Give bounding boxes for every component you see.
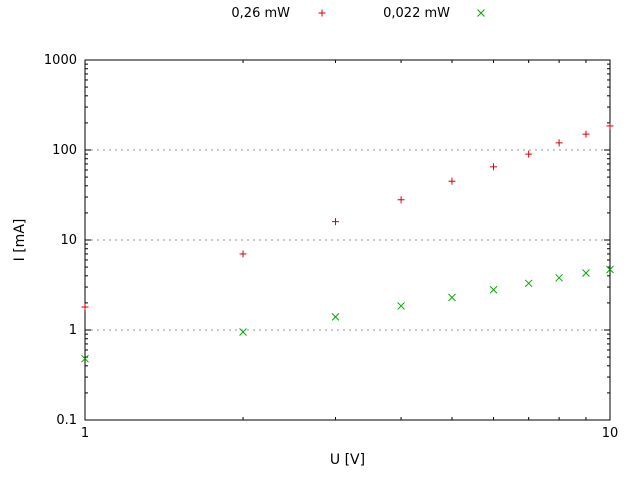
data-point — [331, 312, 340, 321]
data-point — [582, 269, 590, 277]
y-tick-label: 0.1 — [56, 413, 77, 428]
y-tick-label: 100 — [52, 143, 77, 158]
legend-marker — [477, 9, 485, 17]
legend-label: 0,26 mW — [231, 6, 290, 21]
legend-label: 0,022 mW — [383, 6, 450, 21]
data-point — [397, 302, 405, 310]
data-point — [489, 285, 498, 294]
data-point — [555, 273, 563, 282]
data-point — [606, 265, 614, 274]
y-tick-label: 1 — [69, 323, 77, 338]
x-axis-label: U [V] — [330, 452, 365, 468]
data-point — [524, 279, 533, 288]
x-tick-label: 10 — [602, 426, 619, 441]
data-point — [239, 328, 247, 336]
y-tick-label: 1000 — [44, 53, 77, 68]
y-tick-label: 10 — [60, 233, 77, 248]
data-point — [448, 293, 456, 302]
x-tick-label: 1 — [81, 426, 89, 441]
data-point — [81, 354, 89, 363]
y-axis-label: I [mA] — [12, 219, 28, 262]
